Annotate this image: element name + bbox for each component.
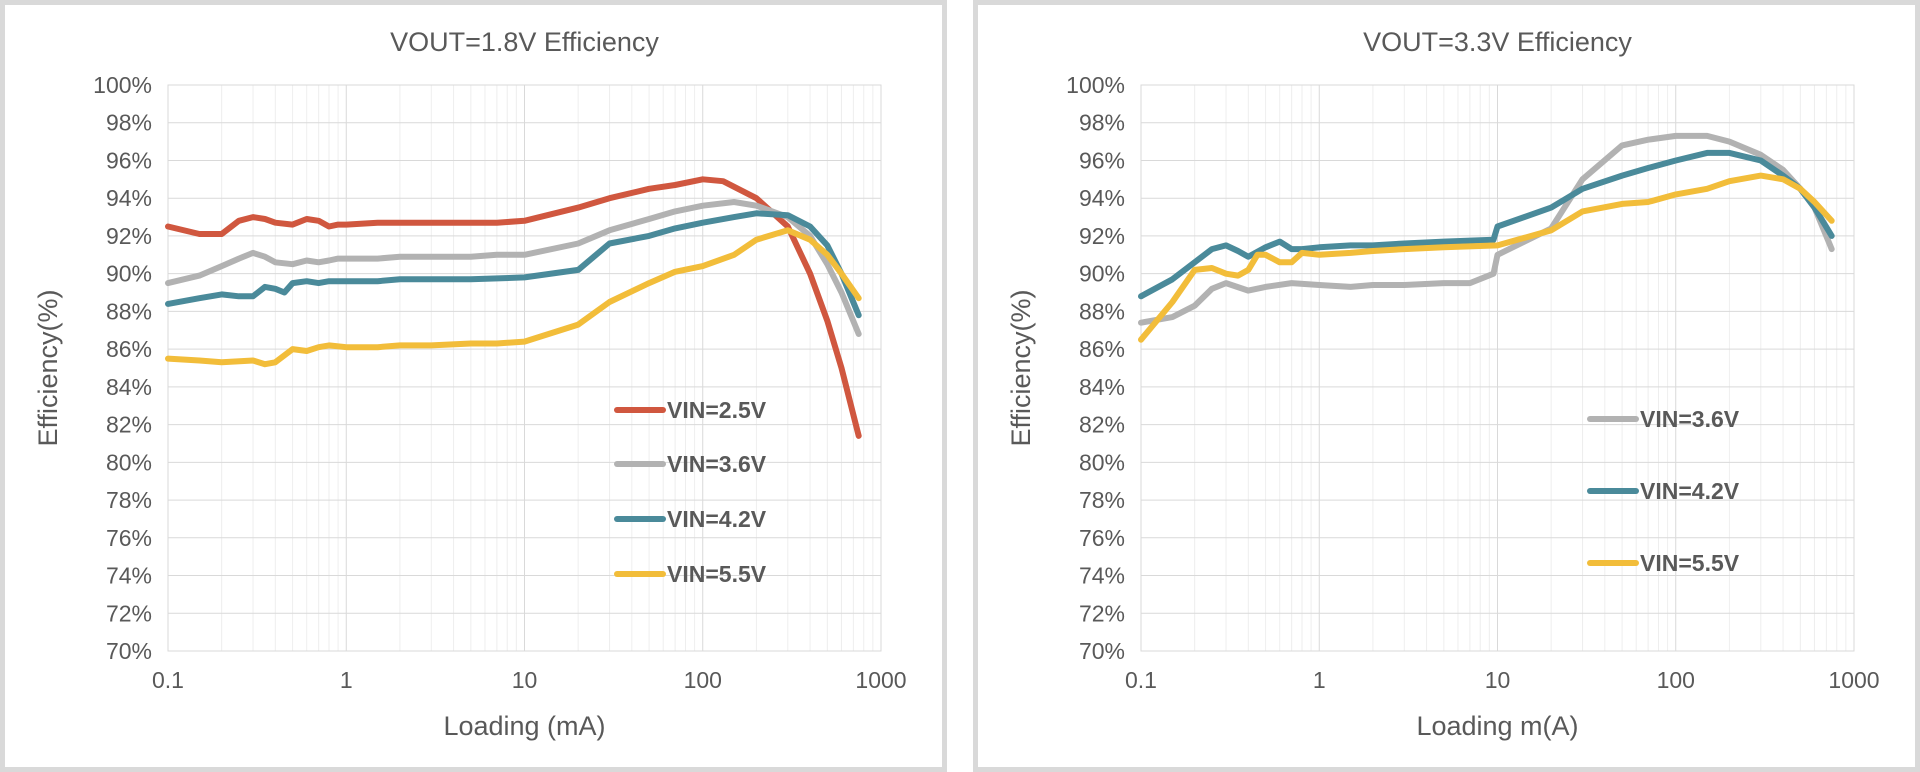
y-tick-label: 78% bbox=[1079, 487, 1125, 513]
series-lines bbox=[165, 176, 862, 439]
y-tick-label: 84% bbox=[106, 374, 152, 400]
x-tick-label: 10 bbox=[512, 667, 538, 693]
y-tick-label: 94% bbox=[1079, 185, 1125, 211]
x-tick-label: 1 bbox=[1313, 667, 1326, 693]
x-tick-label: 1 bbox=[340, 667, 353, 693]
x-tick-label: 100 bbox=[684, 667, 722, 693]
y-tick-label: 82% bbox=[106, 412, 152, 438]
y-tick-label: 70% bbox=[1079, 638, 1125, 664]
minor-gridlines bbox=[1194, 85, 1847, 651]
chart-title: VOUT=1.8V Efficiency bbox=[390, 27, 659, 57]
y-axis-label: Efficiency(%) bbox=[33, 289, 63, 446]
major-gridlines bbox=[167, 84, 882, 652]
legend-label-vin-5-5v: VIN=5.5V bbox=[667, 561, 767, 587]
y-tick-label: 74% bbox=[106, 563, 152, 589]
legend-label-vin-5-5v: VIN=5.5V bbox=[1640, 550, 1740, 576]
x-tick-label: 1000 bbox=[855, 667, 906, 693]
y-tick-label: 74% bbox=[1079, 563, 1125, 589]
legend-label-vin-4-2v: VIN=4.2V bbox=[667, 506, 767, 532]
y-tick-label: 94% bbox=[106, 185, 152, 211]
y-tick-label: 98% bbox=[106, 110, 152, 136]
y-tick-label: 84% bbox=[1079, 374, 1125, 400]
x-tick-label: 1000 bbox=[1828, 667, 1879, 693]
y-tick-label: 76% bbox=[106, 525, 152, 551]
y-tick-label: 72% bbox=[106, 600, 152, 626]
y-tick-label: 96% bbox=[1079, 147, 1125, 173]
y-tick-label: 96% bbox=[106, 147, 152, 173]
y-tick-label: 88% bbox=[1079, 298, 1125, 324]
series-line-vin-4-2v bbox=[165, 210, 862, 319]
y-tick-label: 80% bbox=[1079, 449, 1125, 475]
y-axis-label: Efficiency(%) bbox=[1006, 289, 1036, 446]
plot-area-border bbox=[167, 84, 882, 652]
y-tick-label: 70% bbox=[106, 638, 152, 664]
x-axis-label: Loading m(A) bbox=[1416, 711, 1578, 741]
legend: VIN=3.6V VIN=4.2V VIN=5.5V bbox=[1587, 406, 1740, 576]
chart-title: VOUT=3.3V Efficiency bbox=[1363, 27, 1632, 57]
y-tick-label: 92% bbox=[1079, 223, 1125, 249]
minor-gridlines bbox=[221, 85, 874, 651]
y-tick-label: 76% bbox=[1079, 525, 1125, 551]
series-lines bbox=[1138, 132, 1835, 343]
y-tick-label: 78% bbox=[106, 487, 152, 513]
legend-label-vin-3-6v: VIN=3.6V bbox=[667, 451, 767, 477]
series-line-vin-4-2v bbox=[1138, 149, 1835, 300]
y-tick-label: 86% bbox=[1079, 336, 1125, 362]
legend-label-vin-2-5v: VIN=2.5V bbox=[667, 397, 767, 423]
x-tick-label: 100 bbox=[1657, 667, 1695, 693]
chart-panel-vout-1-8v: 70% 72% 74% 76% 78% 80% 82% 84% 86% 88% 90% 92% 94% 9… bbox=[0, 0, 947, 772]
x-tick-label: 10 bbox=[1485, 667, 1511, 693]
x-tick-label: 0.1 bbox=[152, 667, 184, 693]
series-line-vin-3-6v bbox=[165, 199, 862, 337]
y-tick-label: 88% bbox=[106, 298, 152, 324]
y-tick-label: 98% bbox=[1079, 110, 1125, 136]
x-tick-label: 0.1 bbox=[1125, 667, 1157, 693]
y-tick-label: 90% bbox=[106, 261, 152, 287]
legend-label-vin-3-6v: VIN=3.6V bbox=[1640, 406, 1740, 432]
y-tick-label: 86% bbox=[106, 336, 152, 362]
y-tick-label: 100% bbox=[1066, 72, 1125, 98]
y-tick-label: 72% bbox=[1079, 600, 1125, 626]
series-line-vin-5-5v bbox=[165, 227, 862, 368]
legend: VIN=2.5V VIN=3.6V VIN=4.2V VIN=5.5V bbox=[614, 397, 767, 587]
y-tick-label: 90% bbox=[1079, 261, 1125, 287]
y-tick-label: 92% bbox=[106, 223, 152, 249]
y-tick-label: 80% bbox=[106, 449, 152, 475]
series-line-vin-5-5v bbox=[1138, 172, 1835, 343]
legend-label-vin-4-2v: VIN=4.2V bbox=[1640, 478, 1740, 504]
y-tick-label: 100% bbox=[93, 72, 152, 98]
chart-panel-vout-3-3v: 70% 72% 74% 76% 78% 80% 82% 84% 86% 88% 90% 92% 94% 9… bbox=[973, 0, 1920, 772]
series-line-vin-2-5v bbox=[165, 176, 862, 439]
series-line-vin-3-6v bbox=[1138, 132, 1835, 326]
x-axis-label: Loading (mA) bbox=[443, 711, 605, 741]
y-tick-label: 82% bbox=[1079, 412, 1125, 438]
efficiency-chart-vout-3-3v: 70% 72% 74% 76% 78% 80% 82% 84% 86% 88% 90% 92% 94% 9… bbox=[1006, 27, 1880, 741]
efficiency-chart-vout-1-8v: 70% 72% 74% 76% 78% 80% 82% 84% 86% 88% 90% 92% 94% 9… bbox=[33, 27, 907, 741]
plot-area-border bbox=[1140, 84, 1855, 652]
